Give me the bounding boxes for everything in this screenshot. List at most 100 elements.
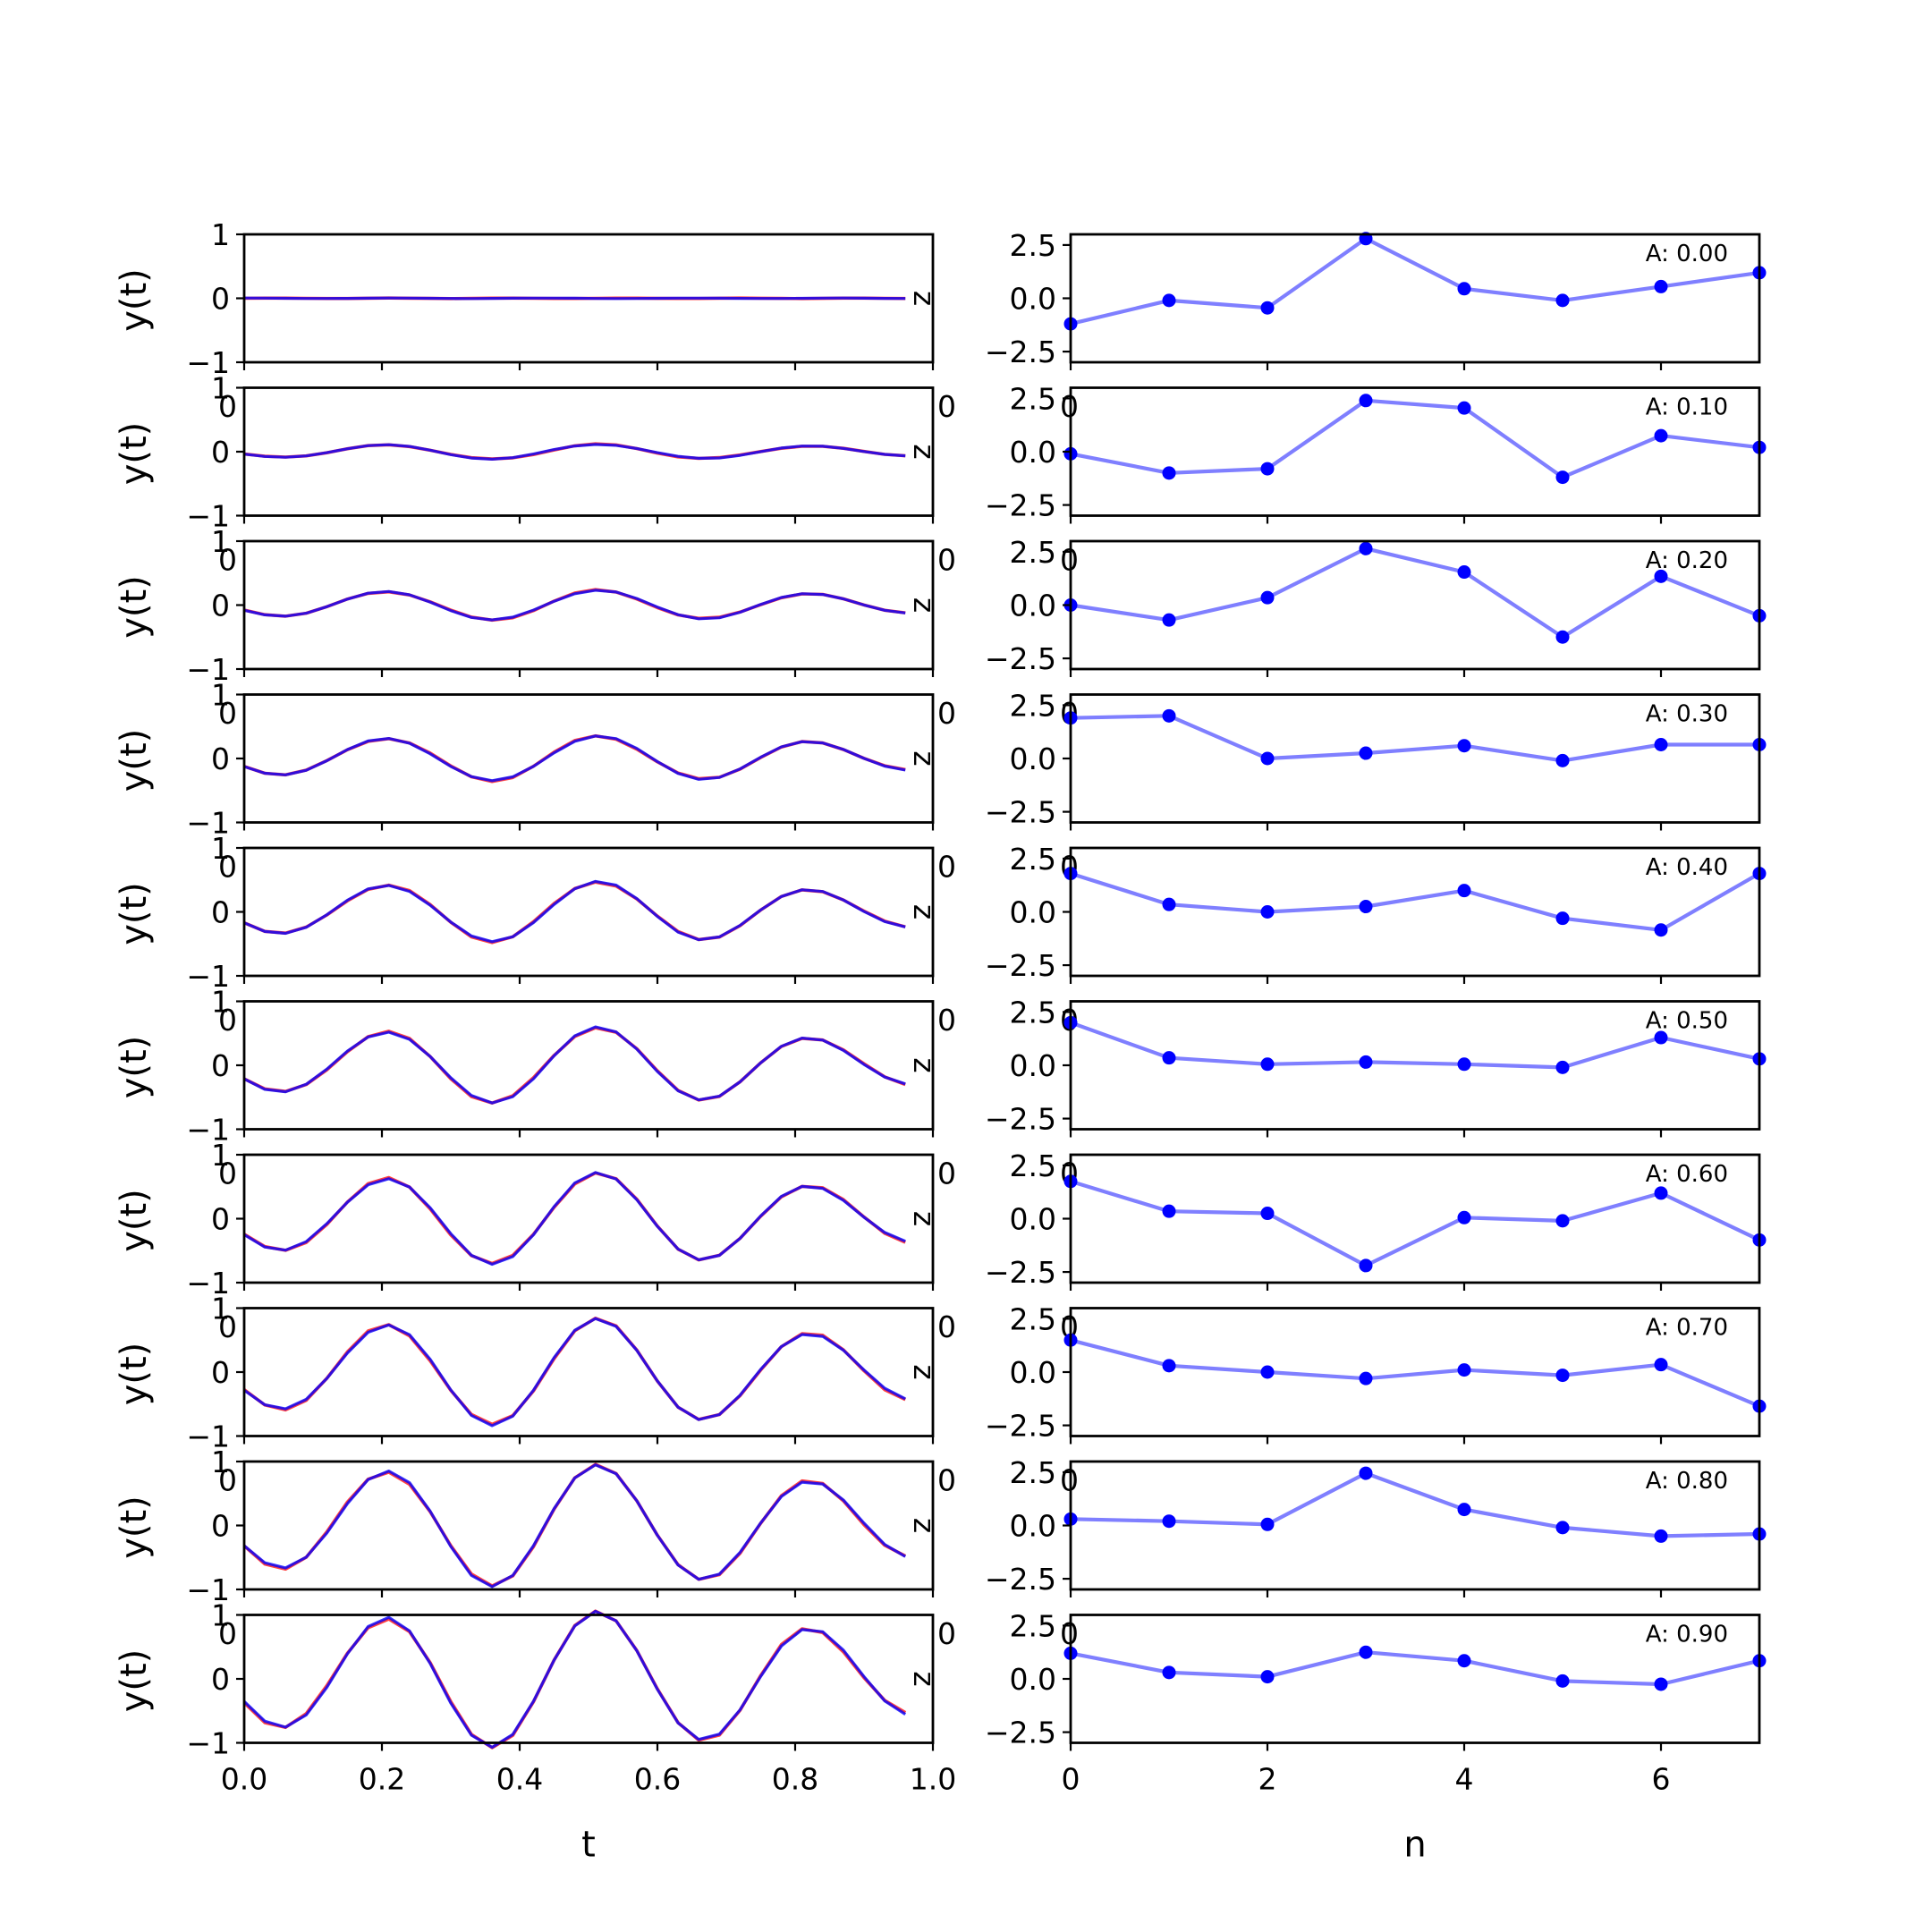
data-point bbox=[1162, 1665, 1176, 1680]
y-tick-label: 0.0 bbox=[1010, 1509, 1056, 1544]
y-tick-label: 1 bbox=[211, 678, 230, 713]
overlap-tick-label: 0 bbox=[218, 1157, 237, 1191]
right-panel: 2.50.0−2.50 2 4 6A: 0.90 bbox=[985, 1608, 1767, 1797]
y-tick-label: −1 bbox=[186, 1113, 230, 1148]
data-point bbox=[1555, 470, 1570, 485]
data-point bbox=[1260, 1365, 1275, 1379]
series-line bbox=[1070, 236, 1760, 326]
overlap-tick-label: 0 bbox=[218, 1003, 237, 1038]
series-line bbox=[1070, 871, 1761, 932]
y-tick-label: −1 bbox=[186, 806, 230, 841]
overlap-tick-label: 0 bbox=[1060, 389, 1079, 424]
left-panel-frame bbox=[242, 846, 935, 978]
data-point bbox=[1162, 897, 1176, 911]
overlap-tick-label: 0 bbox=[937, 1309, 956, 1344]
y-tick-label: 0.0 bbox=[1010, 741, 1056, 776]
amplitude-annotation: A: 0.30 bbox=[1646, 701, 1728, 728]
right-edge-label: z bbox=[907, 597, 942, 613]
series-reconstruction-line bbox=[243, 296, 906, 301]
y-axis-label: y(t) bbox=[114, 1649, 155, 1713]
y-tick-label: 0.0 bbox=[1010, 435, 1056, 470]
data-point bbox=[1654, 1186, 1668, 1200]
right-edge-label: z bbox=[907, 1364, 942, 1379]
data-point bbox=[1359, 900, 1373, 914]
data-point bbox=[1162, 1514, 1176, 1529]
right-panel: 2.5 0.0 −2.5 0 A: 0.20 bbox=[985, 535, 1767, 731]
y-tick-label: 0 bbox=[211, 282, 230, 317]
data-point bbox=[1457, 401, 1471, 415]
series-line bbox=[1070, 1338, 1760, 1409]
y-tick-label: 1 bbox=[211, 831, 230, 866]
right-panel: 2.5 0.0 −2.50 A: 0.00 bbox=[985, 228, 1767, 424]
series-line bbox=[1070, 1650, 1760, 1687]
overlap-tick-label: 0 bbox=[218, 1463, 237, 1498]
y-tick-label: 0.0 bbox=[1010, 1202, 1056, 1237]
x-tick-label: 4 bbox=[1455, 1762, 1474, 1797]
amplitude-annotation: A: 0.40 bbox=[1646, 854, 1728, 881]
data-point bbox=[1654, 279, 1668, 293]
right-edge-label: z bbox=[907, 291, 942, 306]
left-panel-frame bbox=[242, 693, 935, 824]
series-reconstruction-line bbox=[243, 879, 906, 944]
series-reconstruction-line bbox=[242, 1463, 907, 1589]
data-point bbox=[1457, 282, 1471, 296]
overlap-tick-label: 0 bbox=[218, 696, 237, 731]
amplitude-annotation: A: 0.60 bbox=[1646, 1161, 1728, 1188]
y-tick-label: 2.5 bbox=[1010, 1455, 1056, 1490]
data-point bbox=[1457, 1210, 1471, 1224]
y-tick-label: 1 bbox=[211, 371, 230, 406]
overlap-tick-label: 0 bbox=[937, 389, 956, 424]
data-point bbox=[1260, 905, 1275, 919]
series-reconstruction-line bbox=[243, 1171, 906, 1267]
right-edge-label: z bbox=[907, 1057, 942, 1072]
right-panel: 2.50.0−2.50A: 0.30 bbox=[985, 688, 1767, 885]
data-point bbox=[1359, 1055, 1373, 1069]
data-point bbox=[1555, 293, 1570, 308]
y-tick-label: 0 bbox=[211, 1048, 230, 1083]
overlap-tick-label: 0 bbox=[937, 1463, 956, 1498]
data-point bbox=[1457, 565, 1471, 580]
overlap-tick-label: 0 bbox=[218, 543, 237, 578]
y-tick-label: −2.5 bbox=[985, 1409, 1056, 1444]
y-tick-label: 2.5 bbox=[1010, 842, 1056, 877]
series-reconstruction-line bbox=[243, 443, 906, 461]
data-point bbox=[1555, 1521, 1570, 1535]
series-line bbox=[1070, 1179, 1760, 1267]
x-tick-label: 0 bbox=[1062, 1762, 1080, 1797]
y-tick-label: 0 bbox=[211, 435, 230, 470]
data-point bbox=[1555, 1060, 1570, 1074]
overlap-tick-label: 0 bbox=[937, 850, 956, 885]
data-point bbox=[1359, 746, 1373, 760]
left-panel-frame bbox=[242, 1153, 935, 1284]
data-point bbox=[1555, 1368, 1570, 1383]
y-tick-label: −1 bbox=[186, 959, 230, 994]
series-reconstruction-line bbox=[243, 734, 906, 783]
y-tick-label: −2.5 bbox=[985, 1716, 1056, 1750]
y-tick-label: 0 bbox=[211, 1202, 230, 1237]
overlap-tick-label: 0 bbox=[937, 1616, 956, 1651]
y-tick-label: 0 bbox=[211, 589, 230, 623]
data-point bbox=[1555, 753, 1570, 767]
data-point bbox=[1162, 1051, 1176, 1065]
right-column-panels: 2.50.0−2.50A: 0.002.50.0−2.50A: 0.102.50… bbox=[985, 228, 1767, 1797]
overlap-tick-label: 0 bbox=[218, 1616, 237, 1651]
data-point bbox=[1654, 738, 1668, 752]
y-tick-label: 1 bbox=[211, 1138, 230, 1173]
y-axis-label: y(t) bbox=[114, 882, 155, 945]
data-point bbox=[1260, 1057, 1275, 1072]
data-point bbox=[1654, 1529, 1668, 1543]
series-reconstruction-line bbox=[242, 1609, 907, 1750]
series-line bbox=[1070, 714, 1759, 763]
series-line bbox=[1070, 398, 1760, 479]
y-tick-label: −2.5 bbox=[985, 335, 1056, 369]
data-point bbox=[1555, 911, 1570, 926]
overlap-tick-label: 0 bbox=[218, 1309, 237, 1344]
y-tick-label: 0.0 bbox=[1010, 1662, 1056, 1697]
right-panel: 2.50.0−2.50A: 0.60 bbox=[985, 1148, 1767, 1344]
y-tick-label: 0.0 bbox=[1010, 589, 1056, 623]
right-panel: 2.50.0−2.50A: 0.40 bbox=[985, 842, 1767, 1038]
data-point bbox=[1457, 1057, 1471, 1072]
